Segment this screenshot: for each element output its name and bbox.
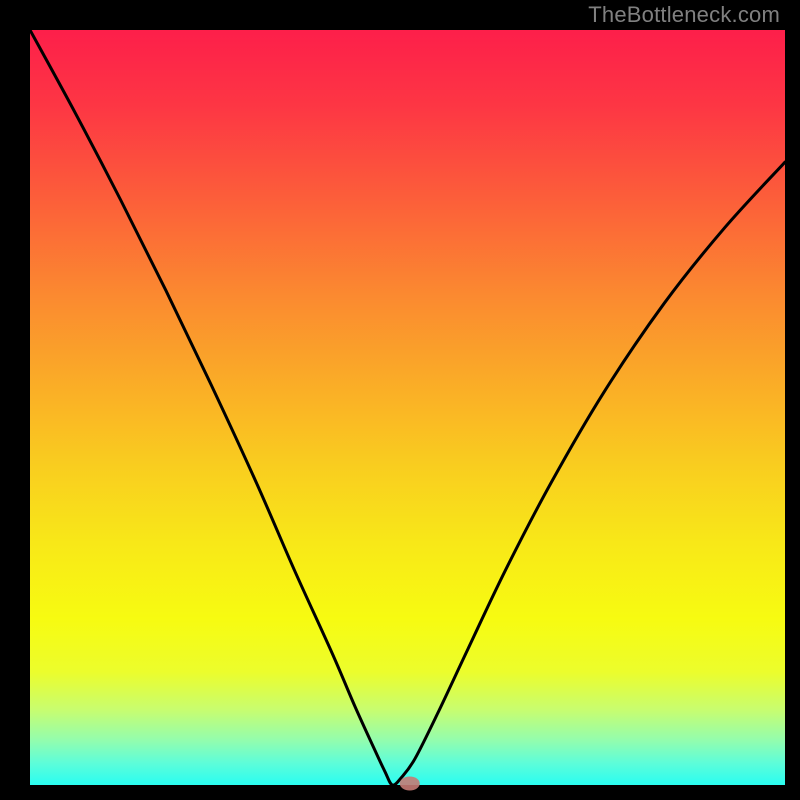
watermark-text: TheBottleneck.com xyxy=(588,2,780,28)
optimal-point-marker xyxy=(400,776,420,790)
chart-svg xyxy=(0,0,800,800)
bottleneck-curve xyxy=(30,30,785,785)
chart-container: TheBottleneck.com xyxy=(0,0,800,800)
